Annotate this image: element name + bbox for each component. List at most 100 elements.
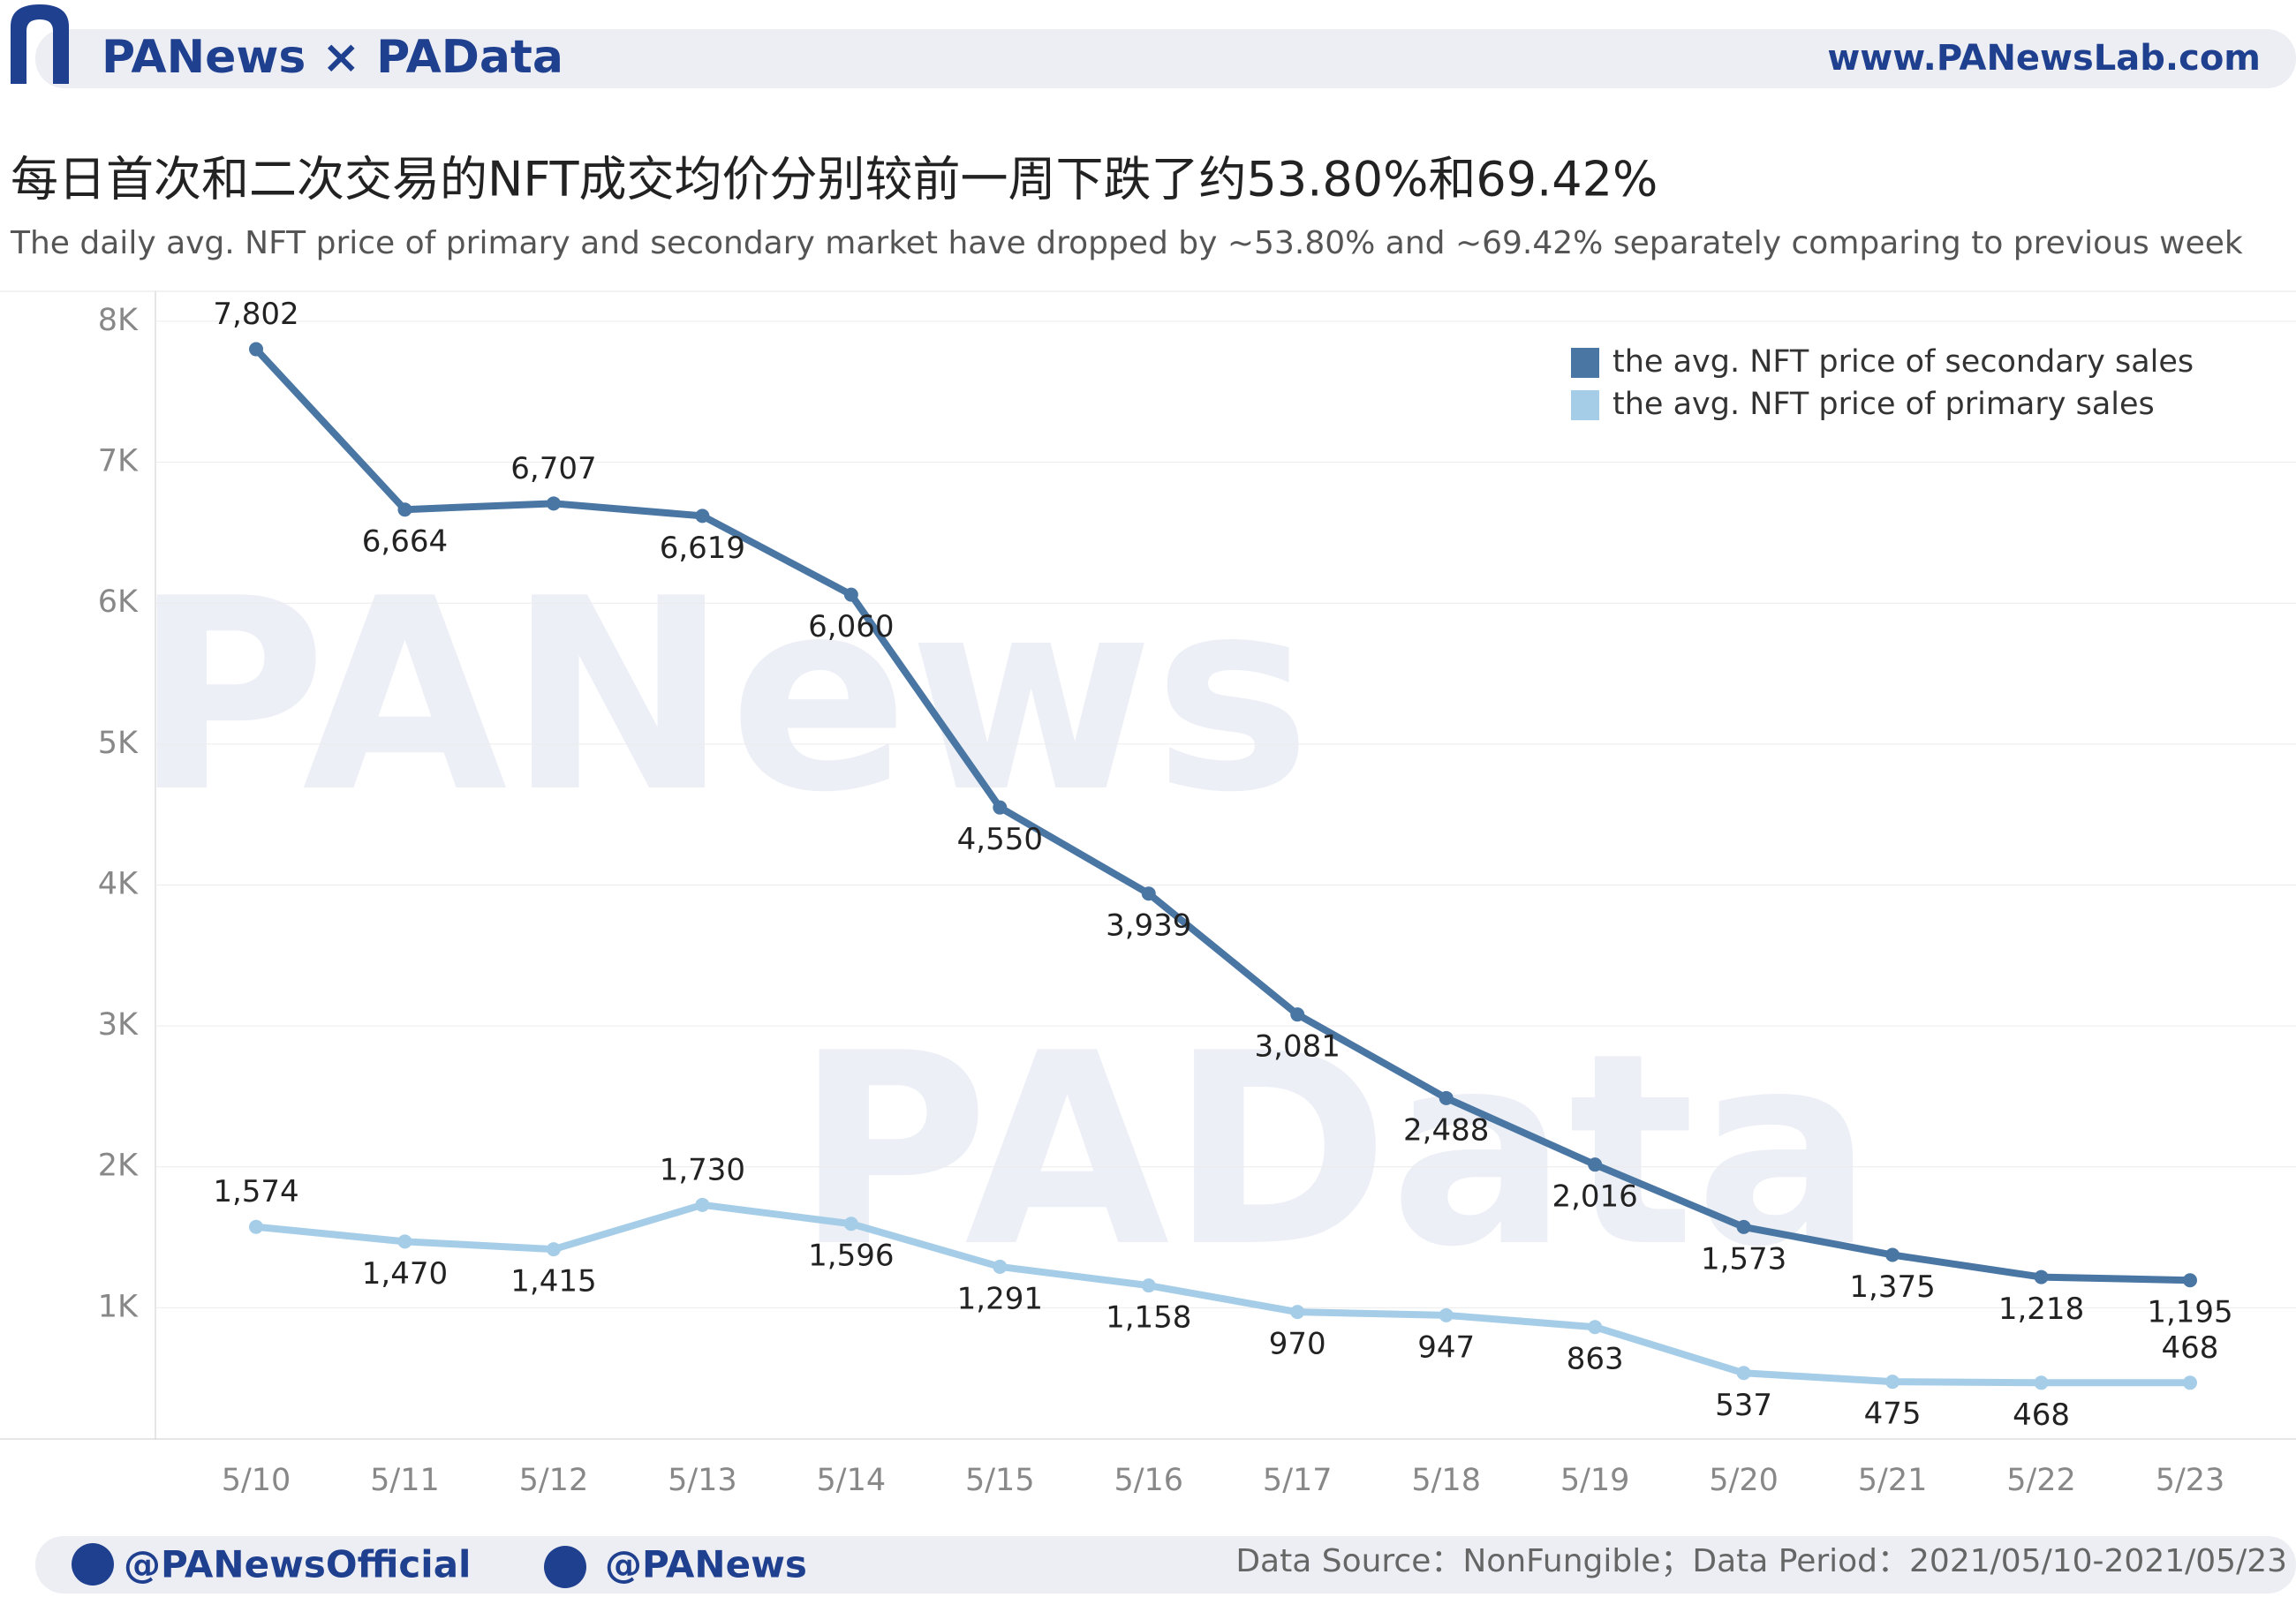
x-tick-label: 5/22 [2006, 1463, 2076, 1498]
value-label: 3,939 [1106, 908, 1191, 944]
series-line [255, 1201, 2190, 1387]
value-label: 6,619 [660, 531, 745, 566]
point [843, 587, 858, 602]
value-label: 1,574 [213, 1174, 298, 1209]
x-tick-label: 5/19 [1560, 1463, 1630, 1498]
point [397, 1234, 412, 1249]
point [1439, 1090, 1454, 1105]
point [1736, 1366, 1751, 1381]
point [1885, 1375, 1900, 1390]
value-label: 1,291 [957, 1281, 1043, 1316]
value-label: 6,664 [362, 524, 448, 560]
logo [11, 4, 69, 84]
point [546, 496, 561, 511]
value-label: 1,596 [808, 1239, 894, 1274]
y-tick-label: 7K [98, 444, 139, 479]
point [546, 1242, 561, 1257]
watermark: PANews [132, 542, 1311, 850]
value-label: 1,195 [2147, 1295, 2232, 1330]
chart-title: 每日首次和二次交易的NFT成交均价分别较前一周下跌了约53.80%和69.42% [11, 152, 1658, 207]
series-line [253, 346, 2191, 1284]
value-label: 970 [1269, 1327, 1326, 1362]
brand: PANews × PAData [102, 31, 563, 84]
value-label: 3,081 [1255, 1029, 1341, 1065]
point [397, 502, 412, 517]
point [1290, 1305, 1305, 1320]
x-tick-label: 5/20 [1709, 1463, 1779, 1498]
point [1736, 1219, 1751, 1234]
x-tick-label: 5/10 [222, 1463, 291, 1498]
y-tick-label: 6K [98, 584, 139, 620]
value-label: 1,218 [1998, 1292, 2084, 1327]
point [2034, 1375, 2049, 1390]
footer-band [35, 1536, 2296, 1593]
point [1439, 1307, 1454, 1322]
weibo: @PANews [605, 1543, 807, 1586]
x-tick-label: 5/12 [519, 1463, 589, 1498]
value-label: 537 [1715, 1388, 1772, 1423]
x-tick-label: 5/15 [965, 1463, 1035, 1498]
value-label: 6,060 [808, 609, 894, 644]
point [1588, 1157, 1603, 1172]
point [2183, 1273, 2197, 1288]
y-tick-label: 8K [98, 303, 139, 338]
point [249, 1219, 263, 1234]
value-label: 1,415 [510, 1264, 596, 1299]
value-label: 1,375 [1849, 1269, 1935, 1305]
value-label: 4,550 [957, 822, 1043, 857]
value-label: 1,730 [660, 1152, 745, 1187]
y-tick-label: 4K [98, 866, 139, 901]
point [249, 342, 263, 357]
x-tick-label: 5/21 [1858, 1463, 1928, 1498]
x-tick-label: 5/11 [370, 1463, 440, 1498]
x-tick-label: 5/18 [1411, 1463, 1481, 1498]
value-label: 947 [1417, 1330, 1475, 1365]
point [1885, 1247, 1900, 1262]
source: Data Source：NonFungible；Data Period：2021… [1235, 1543, 2287, 1579]
value-label: 2,016 [1552, 1179, 1637, 1215]
value-label: 1,470 [362, 1256, 448, 1292]
value-label: 1,573 [1701, 1241, 1786, 1277]
point [1141, 1278, 1156, 1293]
point [993, 800, 1008, 815]
weibo-icon [544, 1546, 586, 1588]
chart-subtitle: The daily avg. NFT price of primary and … [10, 225, 2243, 261]
value-label: 1,158 [1106, 1300, 1191, 1336]
y-tick-label: 3K [98, 1007, 139, 1043]
value-label: 468 [2013, 1397, 2070, 1433]
y-tick-label: 2K [98, 1149, 139, 1184]
value-label: 2,488 [1403, 1112, 1489, 1148]
twitter-icon [72, 1543, 114, 1586]
point [695, 1197, 710, 1212]
point [1588, 1320, 1603, 1335]
point [2183, 1375, 2197, 1390]
x-tick-label: 5/17 [1263, 1463, 1333, 1498]
value-label: 7,802 [213, 297, 298, 332]
site: www.PANewsLab.com [1827, 38, 2261, 79]
value-label: 863 [1567, 1342, 1624, 1377]
twitter: @PANewsOfficial [124, 1543, 471, 1586]
point [1141, 886, 1156, 901]
x-tick-label: 5/23 [2156, 1463, 2225, 1498]
legend-label: the avg. NFT price of primary sales [1612, 387, 2155, 422]
y-tick-label: 5K [98, 726, 139, 761]
watermark: PAData [795, 997, 1874, 1305]
point [843, 1217, 858, 1232]
x-tick-label: 5/14 [817, 1463, 887, 1498]
x-tick-label: 5/13 [668, 1463, 737, 1498]
point [2034, 1269, 2049, 1284]
point [695, 508, 710, 524]
legend-swatch [1571, 348, 1599, 378]
legend-label: the avg. NFT price of secondary sales [1612, 344, 2194, 380]
value-label: 475 [1864, 1397, 1922, 1432]
value-label: 468 [2162, 1330, 2219, 1366]
header-band [35, 29, 2296, 88]
point [993, 1259, 1008, 1274]
y-tick-label: 1K [98, 1289, 139, 1324]
point [1290, 1007, 1305, 1022]
value-label: 6,707 [510, 451, 596, 486]
legend-swatch [1571, 390, 1599, 420]
